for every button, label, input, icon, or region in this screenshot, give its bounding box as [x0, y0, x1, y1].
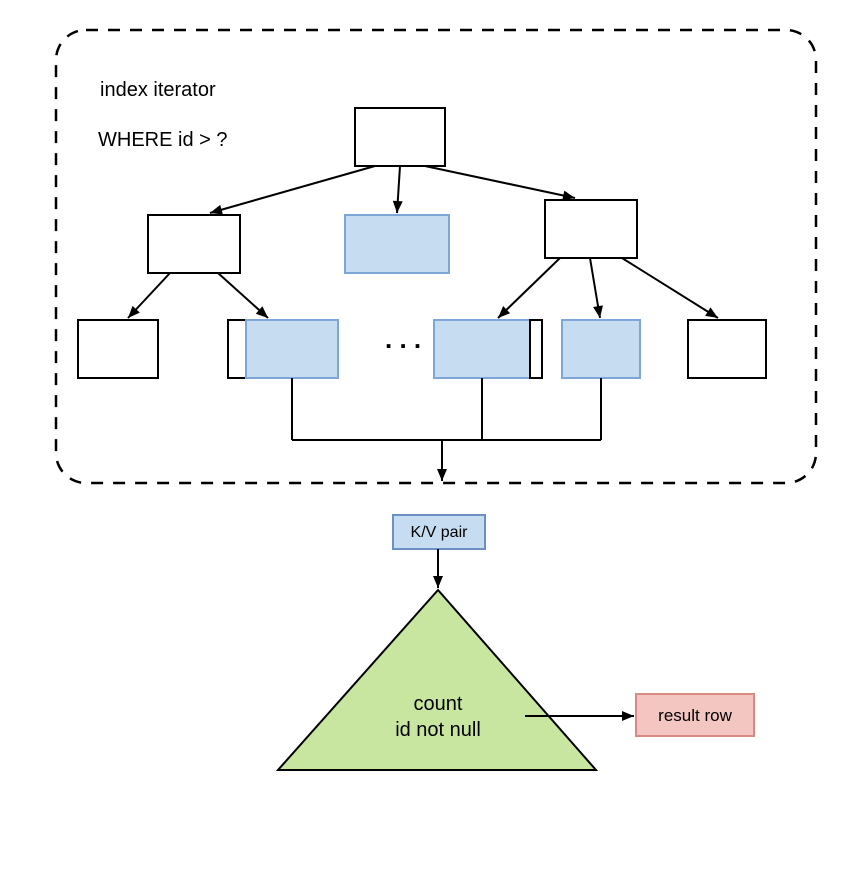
- filter-label-2: id not null: [395, 719, 481, 741]
- filter-triangle: [278, 590, 596, 770]
- tree-edge: [425, 166, 575, 198]
- tree-node-l3_a: [78, 320, 158, 378]
- filter-label-1: count: [414, 693, 463, 715]
- kv-pair-label: K/V pair: [411, 524, 469, 541]
- tree-node-l3_c_outer: [530, 320, 542, 378]
- tree-edge: [498, 258, 560, 318]
- label-where: WHERE id > ?: [98, 129, 227, 151]
- tree-node-root: [355, 108, 445, 166]
- tree-node-l2_left: [148, 215, 240, 273]
- tree-node-l3_b_outer: [228, 320, 246, 378]
- tree-edge: [622, 258, 718, 318]
- tree-node-l2_right: [545, 200, 637, 258]
- tree-edge: [210, 166, 375, 213]
- tree-node-l3_b: [246, 320, 338, 378]
- tree-node-l2_mid: [345, 215, 449, 273]
- label-index-iterator: index iterator: [100, 79, 216, 101]
- ellipsis: . . .: [385, 324, 421, 354]
- result-row-label: result row: [658, 706, 732, 725]
- tree-node-l3_e: [688, 320, 766, 378]
- tree-node-l3_d: [562, 320, 640, 378]
- tree-node-l3_c: [434, 320, 530, 378]
